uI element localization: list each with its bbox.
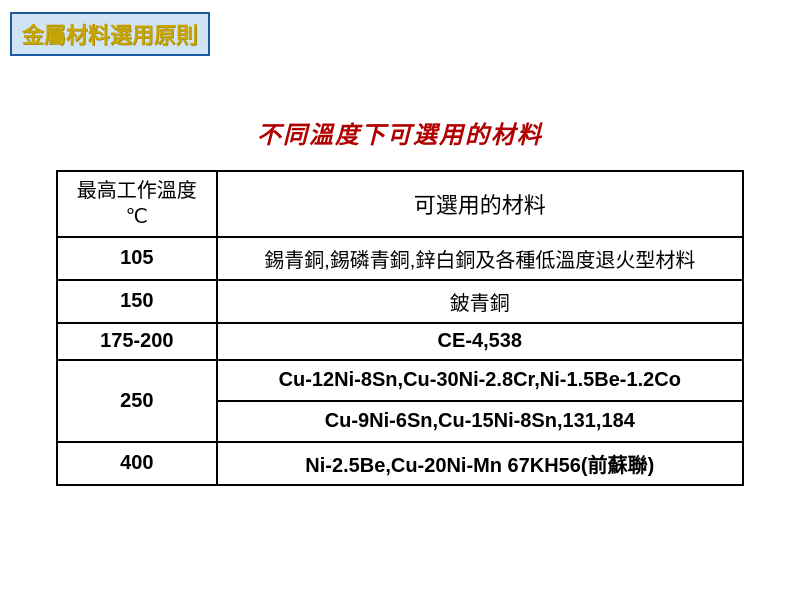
header-temp-line1: 最高工作溫度 — [77, 180, 197, 202]
table-row: 105 錫青銅,錫磷青銅,鋅白銅及各種低溫度退火型材料 — [57, 237, 743, 280]
header-badge: 金屬材料選用原則 — [10, 12, 210, 56]
cell-temp-400: 400 — [57, 442, 217, 485]
cell-mat-150: 鈹青銅 — [217, 280, 743, 323]
table-row: 250 Cu-12Ni-8Sn,Cu-30Ni-2.8Cr,Ni-1.5Be-1… — [57, 360, 743, 442]
table-row: 150 鈹青銅 — [57, 280, 743, 323]
cell-mat-250-b: Cu-9Ni-6Sn,Cu-15Ni-8Sn,131,184 — [218, 400, 742, 441]
header-material: 可選用的材料 — [217, 171, 743, 237]
cell-mat-105: 錫青銅,錫磷青銅,鋅白銅及各種低溫度退火型材料 — [217, 237, 743, 280]
materials-table-wrap: 最高工作溫度 ℃ 可選用的材料 105 錫青銅,錫磷青銅,鋅白銅及各種低溫度退火… — [56, 170, 744, 486]
header-temp-line2: ℃ — [126, 206, 148, 228]
cell-temp-250: 250 — [57, 360, 217, 442]
cell-mat-250-a: Cu-12Ni-8Sn,Cu-30Ni-2.8Cr,Ni-1.5Be-1.2Co — [218, 361, 742, 400]
cell-temp-150: 150 — [57, 280, 217, 323]
cell-temp-105: 105 — [57, 237, 217, 280]
page-title: 不同溫度下可選用的材料 — [0, 115, 800, 150]
cell-mat-175: CE-4,538 — [217, 323, 743, 360]
table-row: 400 Ni-2.5Be,Cu-20Ni-Mn 67KH56(前蘇聯) — [57, 442, 743, 485]
materials-table: 最高工作溫度 ℃ 可選用的材料 105 錫青銅,錫磷青銅,鋅白銅及各種低溫度退火… — [56, 170, 744, 486]
table-header-row: 最高工作溫度 ℃ 可選用的材料 — [57, 171, 743, 237]
cell-mat-400: Ni-2.5Be,Cu-20Ni-Mn 67KH56(前蘇聯) — [217, 442, 743, 485]
cell-mat-250: Cu-12Ni-8Sn,Cu-30Ni-2.8Cr,Ni-1.5Be-1.2Co… — [217, 360, 743, 442]
table-row: 175-200 CE-4,538 — [57, 323, 743, 360]
cell-temp-175: 175-200 — [57, 323, 217, 360]
header-temp: 最高工作溫度 ℃ — [57, 171, 217, 237]
